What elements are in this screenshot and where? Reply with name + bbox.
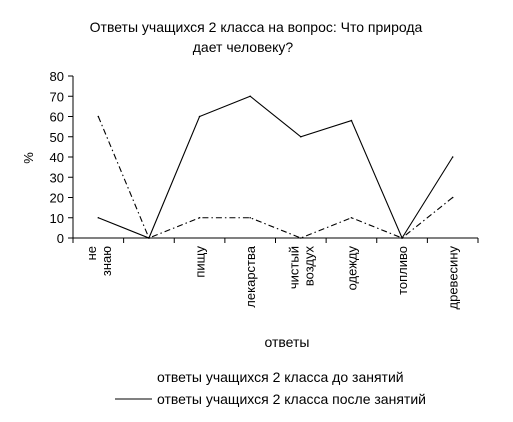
series-line <box>97 116 454 239</box>
data-point <box>97 115 100 118</box>
legend: ответы учащихся 2 класса до занятий ответ… <box>115 369 426 407</box>
data-point <box>451 196 454 199</box>
y-tick-label: 0 <box>57 231 64 246</box>
data-point <box>350 216 353 219</box>
x-tick-label: воздух <box>301 246 316 287</box>
data-point <box>249 95 251 98</box>
data-point <box>300 135 302 138</box>
data-point <box>148 237 150 239</box>
y-tick-label: 10 <box>50 211 64 226</box>
chart-title-line1: Ответы учащихся 2 класса на вопрос: Что … <box>90 19 423 35</box>
series-0 <box>97 115 454 239</box>
x-tick-label: топливо <box>395 246 410 295</box>
data-point <box>350 119 353 122</box>
y-tick-label: 20 <box>50 191 64 206</box>
y-tick-label: 60 <box>50 110 64 125</box>
y-tick-label: 50 <box>50 130 64 145</box>
x-axis: не знаю пищу лекарства чистый воздух одежду топ… <box>72 237 479 310</box>
y-axis: 0 10 20 30 40 50 60 70 80 <box>50 69 74 246</box>
y-tick-label: 30 <box>50 170 64 185</box>
legend-label: ответы учащихся 2 класса до занятий <box>157 369 404 385</box>
y-tick-label: 80 <box>50 69 64 84</box>
data-point <box>249 216 251 219</box>
y-tick-label: 70 <box>50 89 64 104</box>
x-tick-label: одежду <box>344 246 359 291</box>
chart-title-line2: дает человеку? <box>193 39 294 55</box>
x-tick-label: не <box>84 246 99 260</box>
x-tick-label: древесину <box>446 246 461 310</box>
y-tick-label: 40 <box>50 150 64 165</box>
x-tick-label: лекарства <box>243 245 258 307</box>
x-tick-label: пищу <box>193 246 208 278</box>
legend-label: ответы учащихся 2 класса после занятий <box>157 391 426 407</box>
y-axis-label: % <box>21 152 36 164</box>
x-tick-label: знаю <box>99 246 114 276</box>
data-point <box>198 216 201 219</box>
data-point <box>198 115 201 118</box>
series-layer <box>97 95 454 240</box>
data-point <box>451 156 454 158</box>
series-line <box>98 95 454 240</box>
data-point <box>401 237 403 239</box>
x-axis-label: ответы <box>265 334 310 350</box>
series-1 <box>97 95 454 240</box>
data-point <box>300 237 302 239</box>
data-point <box>97 216 100 219</box>
x-tick-label: чистый <box>286 246 301 289</box>
